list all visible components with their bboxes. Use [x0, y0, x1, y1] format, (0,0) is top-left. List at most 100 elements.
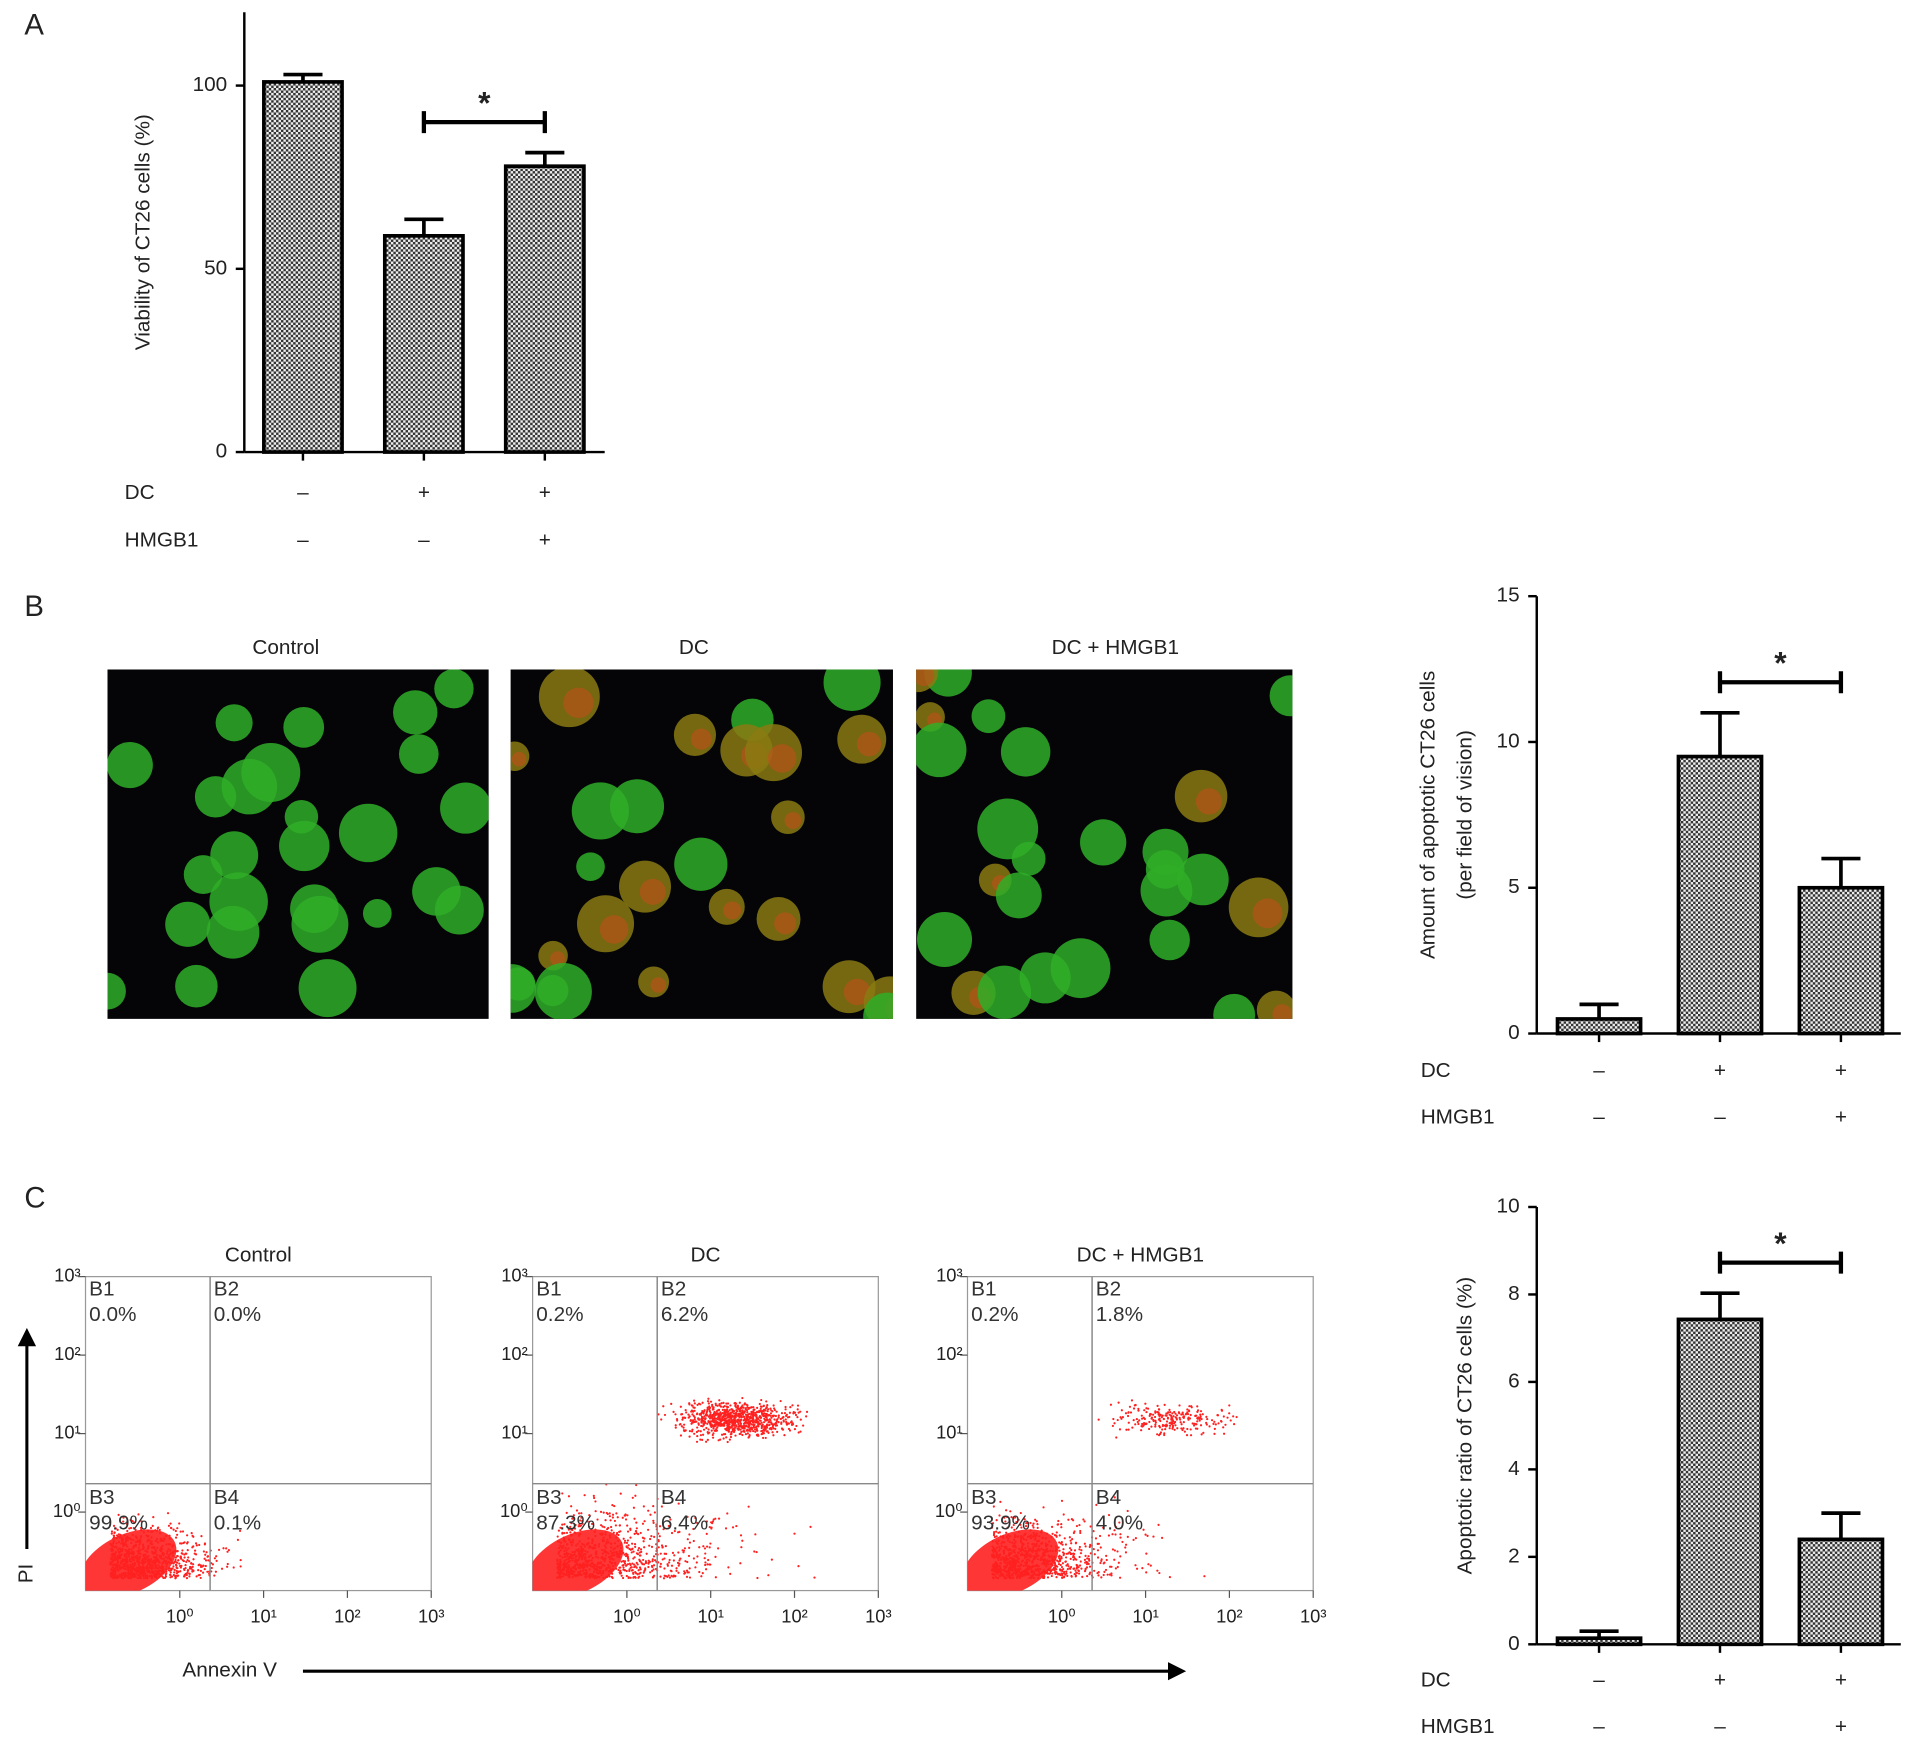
event-dot: [1006, 1526, 1009, 1529]
event-dot: [1014, 1555, 1017, 1558]
event-dot: [734, 1401, 737, 1405]
event-dot: [709, 1417, 712, 1420]
event-dot: [740, 1425, 744, 1428]
event-dot: [557, 1550, 561, 1553]
event-dot: [663, 1557, 666, 1560]
event-dot: [1008, 1548, 1011, 1551]
event-dot: [699, 1430, 702, 1433]
event-dot: [702, 1412, 705, 1415]
event-dot: [150, 1567, 153, 1571]
event-dot: [204, 1553, 207, 1556]
event-dot: [183, 1567, 186, 1571]
event-dot: [165, 1572, 168, 1575]
event-dot: [720, 1433, 724, 1436]
event-dot: [1068, 1567, 1071, 1570]
event-dot: [1179, 1418, 1182, 1421]
event-dot: [585, 1571, 588, 1575]
event-dot: [1034, 1549, 1037, 1553]
event-dot: [674, 1413, 677, 1416]
event-dot: [159, 1574, 162, 1577]
event-dot: [570, 1528, 573, 1531]
event-dot: [677, 1551, 680, 1554]
event-dot: [632, 1571, 635, 1575]
event-dot: [725, 1402, 728, 1405]
event-dot: [170, 1527, 173, 1530]
event-dot: [162, 1553, 165, 1556]
event-dot: [796, 1416, 799, 1419]
event-dot: [133, 1561, 136, 1564]
event-dot: [707, 1402, 710, 1405]
event-dot: [756, 1576, 759, 1580]
event-dot: [1069, 1552, 1072, 1556]
event-dot: [127, 1554, 130, 1557]
event-dot: [1152, 1535, 1155, 1538]
event-dot: [556, 1567, 559, 1570]
event-dot: [641, 1522, 645, 1525]
event-dot: [138, 1561, 141, 1564]
event-dot: [619, 1569, 622, 1572]
event-dot: [693, 1409, 696, 1412]
event-dot: [1009, 1567, 1012, 1570]
event-dot: [1103, 1561, 1106, 1564]
event-dot: [217, 1548, 221, 1551]
event-dot: [199, 1576, 202, 1580]
event-dot: [1124, 1412, 1128, 1415]
event-dot: [1152, 1413, 1155, 1416]
event-dot: [608, 1536, 612, 1539]
event-dot: [673, 1575, 677, 1578]
event-dot: [591, 1573, 595, 1576]
cell: [107, 742, 153, 789]
event-dot: [169, 1571, 172, 1574]
event-dot: [688, 1429, 692, 1433]
event-dot: [1199, 1410, 1203, 1413]
event-dot: [153, 1552, 156, 1555]
event-dot: [573, 1550, 577, 1553]
event-dot: [575, 1562, 578, 1565]
quadrant-name: B3: [89, 1486, 114, 1509]
event-dot: [767, 1421, 770, 1424]
event-dot: [1026, 1521, 1030, 1525]
event-dot: [747, 1436, 750, 1439]
event-dot: [1045, 1532, 1048, 1535]
condition-level: +: [539, 529, 551, 552]
event-dot: [145, 1576, 148, 1579]
event-dot: [570, 1543, 573, 1547]
event-dot: [1168, 1427, 1171, 1430]
event-dot: [650, 1545, 654, 1548]
event-dot: [739, 1562, 742, 1565]
event-dot: [1114, 1567, 1117, 1570]
event-dot: [1032, 1576, 1036, 1580]
event-dot: [1062, 1567, 1065, 1571]
event-dot: [578, 1556, 581, 1559]
event-dot: [595, 1555, 598, 1558]
event-dot: [710, 1429, 713, 1432]
event-dot: [121, 1559, 125, 1562]
event-dot: [599, 1567, 602, 1570]
event-dot: [768, 1427, 771, 1430]
event-dot: [621, 1576, 625, 1580]
event-dot: [156, 1577, 159, 1580]
event-dot: [1026, 1542, 1030, 1545]
event-dot: [197, 1564, 200, 1567]
event-dot: [1038, 1549, 1041, 1552]
event-dot: [232, 1566, 235, 1569]
event-dot: [1004, 1547, 1007, 1550]
event-dot: [1154, 1425, 1157, 1428]
event-dot: [668, 1561, 671, 1564]
event-dot: [115, 1542, 118, 1545]
event-dot: [1143, 1417, 1146, 1421]
event-dot: [184, 1564, 187, 1567]
event-dot: [764, 1436, 767, 1440]
event-dot: [146, 1529, 150, 1533]
event-dot: [688, 1541, 692, 1544]
cell-stain: [767, 744, 797, 773]
quadrant-value: 6.2%: [661, 1303, 708, 1326]
event-dot: [712, 1432, 715, 1435]
event-dot: [155, 1567, 158, 1570]
event-dot: [742, 1422, 746, 1425]
event-dot: [1169, 1414, 1173, 1417]
cell-stain: [784, 812, 802, 829]
event-dot: [146, 1558, 149, 1562]
event-dot: [713, 1425, 716, 1428]
event-dot: [557, 1565, 560, 1568]
